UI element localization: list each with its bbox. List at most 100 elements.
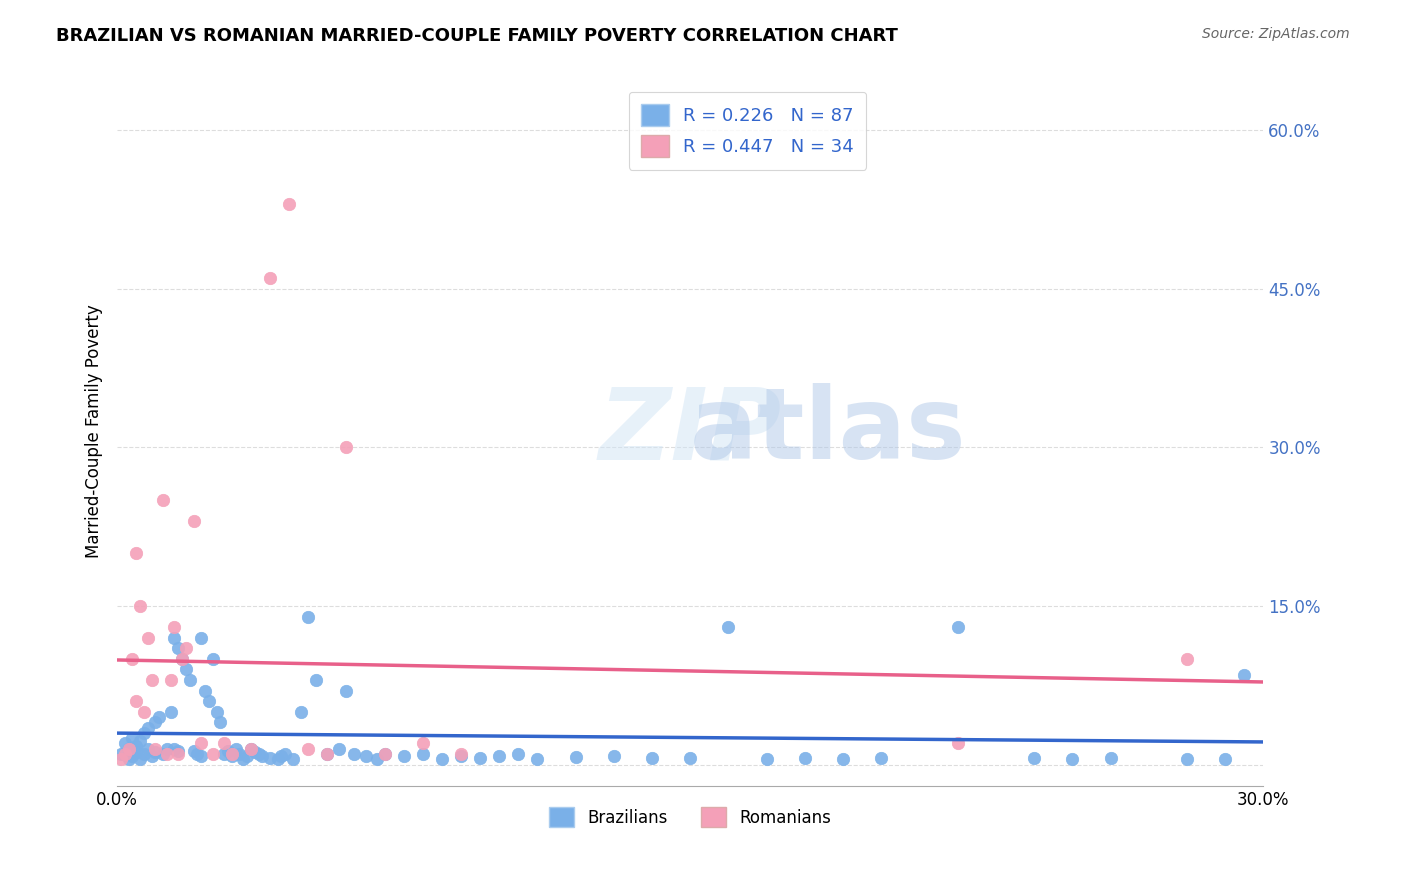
Point (270, 749, 292, 764)
Point (121, 652, 143, 666)
Point (1099, 751, 1122, 765)
Point (641, 751, 664, 765)
Point (132, 705, 155, 719)
Point (278, 197, 301, 211)
Point (145, 741, 167, 756)
Point (174, 641, 197, 656)
Point (793, 751, 815, 765)
Point (167, 744, 190, 758)
Point (183, 515, 205, 529)
Point (129, 599, 152, 613)
Point (1233, 667, 1256, 681)
Point (205, 705, 228, 719)
Point (148, 710, 170, 724)
Point (297, 741, 319, 756)
Point (450, 747, 472, 761)
Point (946, 737, 969, 751)
Point (129, 752, 152, 766)
Point (335, 683, 357, 698)
Point (221, 749, 243, 764)
Point (946, 620, 969, 634)
Point (755, 752, 778, 766)
Point (201, 652, 224, 666)
Point (190, 631, 212, 645)
Point (354, 749, 377, 764)
Point (297, 609, 319, 624)
Point (190, 737, 212, 751)
Point (259, 751, 281, 765)
Point (217, 744, 239, 758)
Point (152, 493, 174, 508)
Point (1175, 752, 1198, 766)
Point (290, 705, 312, 719)
Point (266, 752, 288, 766)
Y-axis label: Married-Couple Family Poverty: Married-Couple Family Poverty (86, 305, 103, 558)
Point (239, 741, 262, 756)
Point (281, 752, 304, 766)
Point (374, 747, 396, 761)
Point (236, 749, 259, 764)
Point (374, 747, 396, 761)
Point (212, 737, 235, 751)
Point (526, 752, 548, 766)
Point (412, 747, 434, 761)
Point (316, 747, 339, 761)
Point (136, 631, 159, 645)
Point (136, 741, 159, 756)
Point (1022, 751, 1045, 765)
Point (274, 747, 297, 761)
Point (335, 441, 357, 455)
Point (163, 620, 186, 634)
Point (328, 741, 350, 756)
Point (343, 747, 366, 761)
Point (159, 673, 181, 687)
Point (172, 652, 194, 666)
Legend: Brazilians, Romanians: Brazilians, Romanians (543, 800, 838, 834)
Point (118, 741, 141, 756)
Point (183, 744, 205, 758)
Point (679, 751, 702, 765)
Point (174, 663, 197, 677)
Point (152, 747, 174, 761)
Point (243, 745, 266, 759)
Point (167, 747, 190, 761)
Point (870, 751, 893, 765)
Point (110, 747, 132, 761)
Text: ZIP: ZIP (599, 383, 782, 480)
Point (232, 752, 254, 766)
Point (125, 694, 148, 708)
Point (179, 673, 201, 687)
Point (132, 747, 155, 761)
Point (156, 747, 179, 761)
Point (209, 715, 232, 730)
Point (1062, 752, 1084, 766)
Point (508, 747, 530, 761)
Point (190, 749, 212, 764)
Point (121, 731, 143, 746)
Point (392, 749, 415, 764)
Point (259, 271, 281, 285)
Point (1175, 652, 1198, 666)
Text: atlas: atlas (689, 383, 966, 480)
Point (221, 747, 243, 761)
Point (198, 694, 221, 708)
Point (163, 631, 186, 645)
Point (132, 726, 155, 740)
Point (564, 750, 586, 764)
Point (186, 747, 208, 761)
Point (121, 749, 143, 764)
Point (201, 747, 224, 761)
Point (252, 749, 274, 764)
Point (125, 745, 148, 759)
Point (118, 752, 141, 766)
Point (114, 737, 136, 751)
Point (468, 751, 491, 765)
Text: Source: ZipAtlas.com: Source: ZipAtlas.com (1202, 27, 1350, 41)
Point (136, 721, 159, 735)
Point (488, 749, 510, 764)
Point (141, 673, 163, 687)
Point (450, 749, 472, 764)
Point (156, 741, 179, 756)
Point (172, 652, 194, 666)
Point (603, 749, 626, 764)
